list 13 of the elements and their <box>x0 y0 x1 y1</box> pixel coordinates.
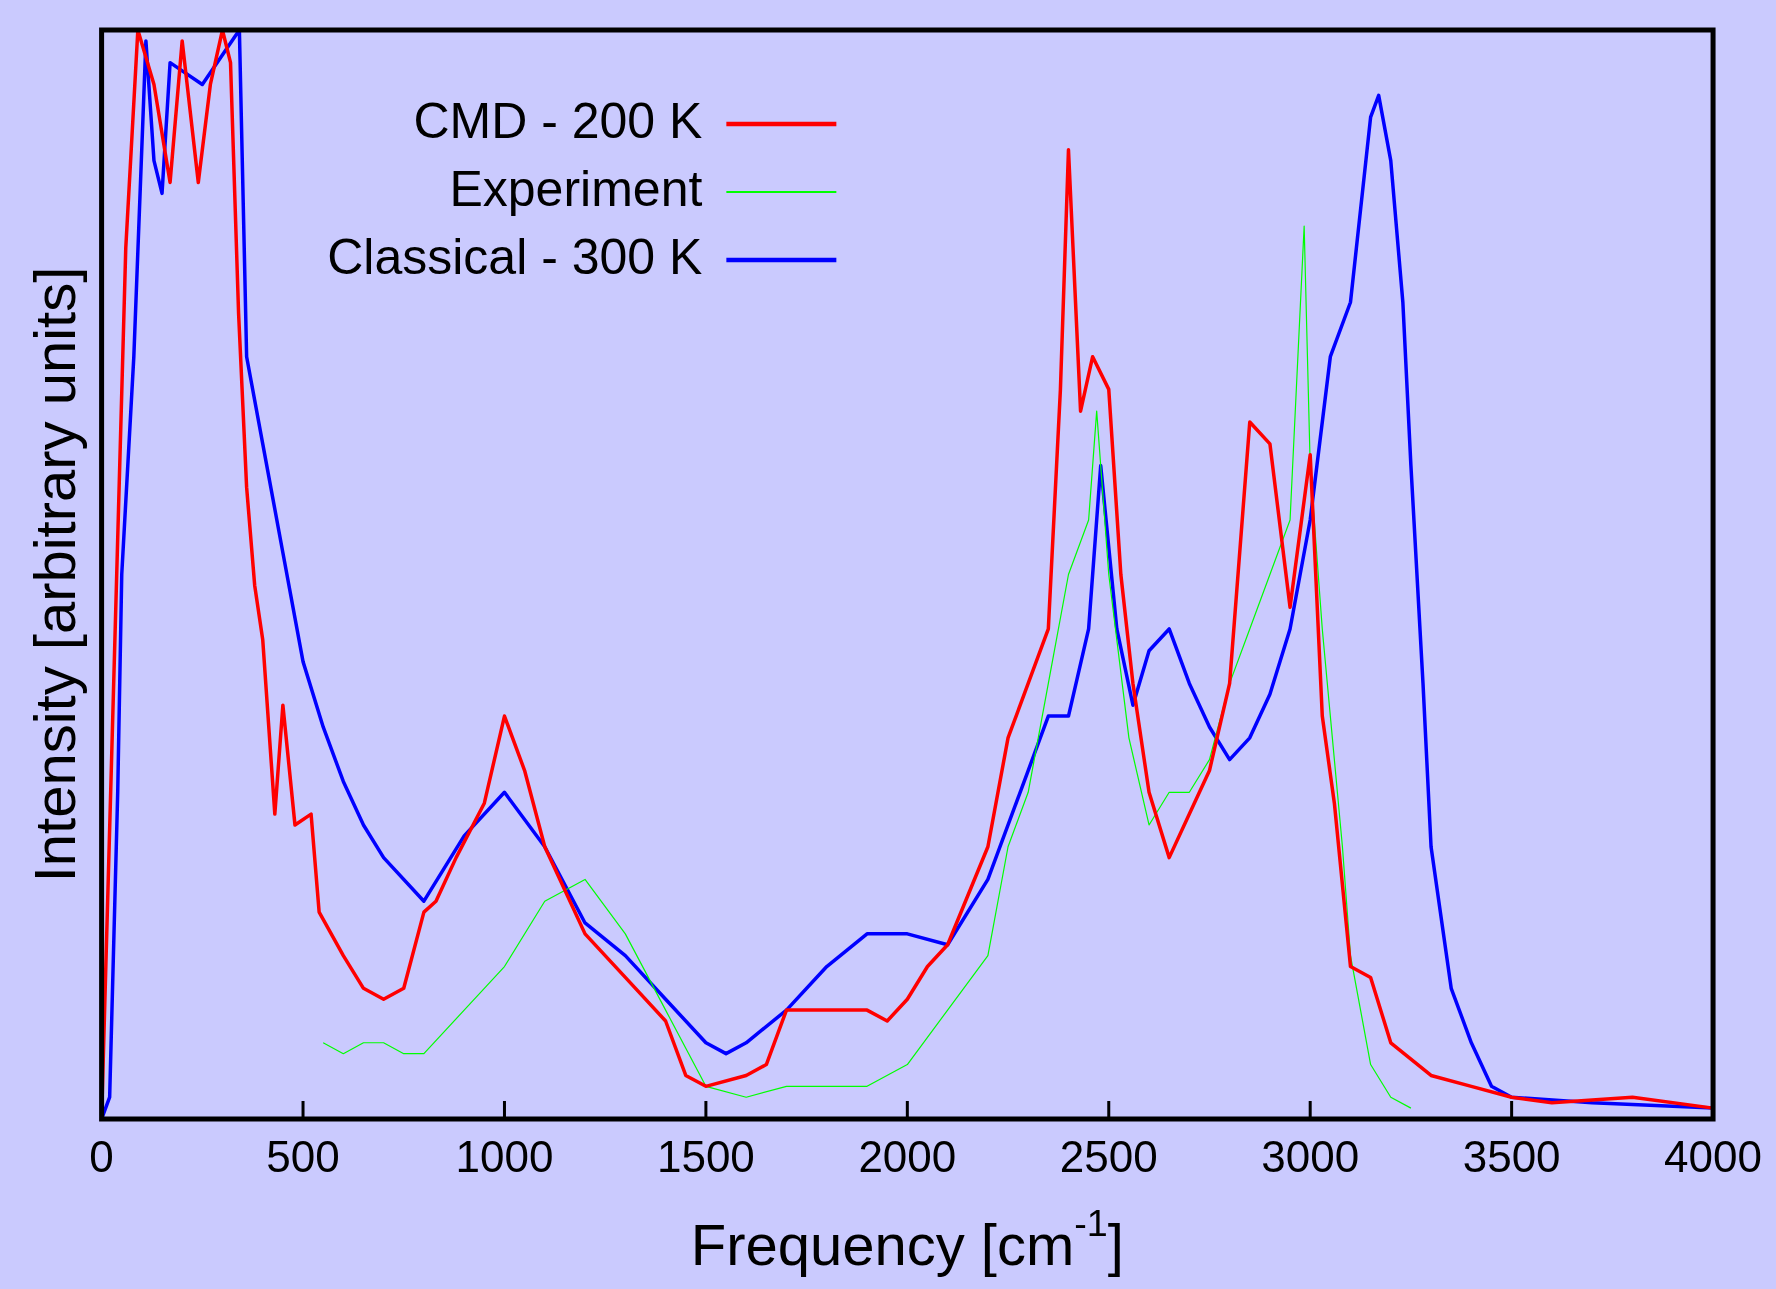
legend-label: CMD - 200 K <box>413 92 703 149</box>
x-tick-label: 2500 <box>1059 1131 1158 1181</box>
legend-label: Experiment <box>449 160 703 217</box>
x-tick-label: 1000 <box>455 1131 554 1181</box>
x-tick-label: 3500 <box>1462 1131 1561 1181</box>
x-tick-label: 3000 <box>1261 1131 1360 1181</box>
x-tick-label: 500 <box>266 1131 340 1181</box>
y-axis-title: Intensity [arbitrary units] <box>21 266 87 883</box>
x-tick-label: 4000 <box>1664 1131 1762 1181</box>
legend-label: Classical - 300 K <box>327 228 703 285</box>
x-tick-label: 2000 <box>858 1131 957 1181</box>
x-tick-label: 0 <box>89 1131 114 1181</box>
x-tick-label: 1500 <box>656 1131 755 1181</box>
